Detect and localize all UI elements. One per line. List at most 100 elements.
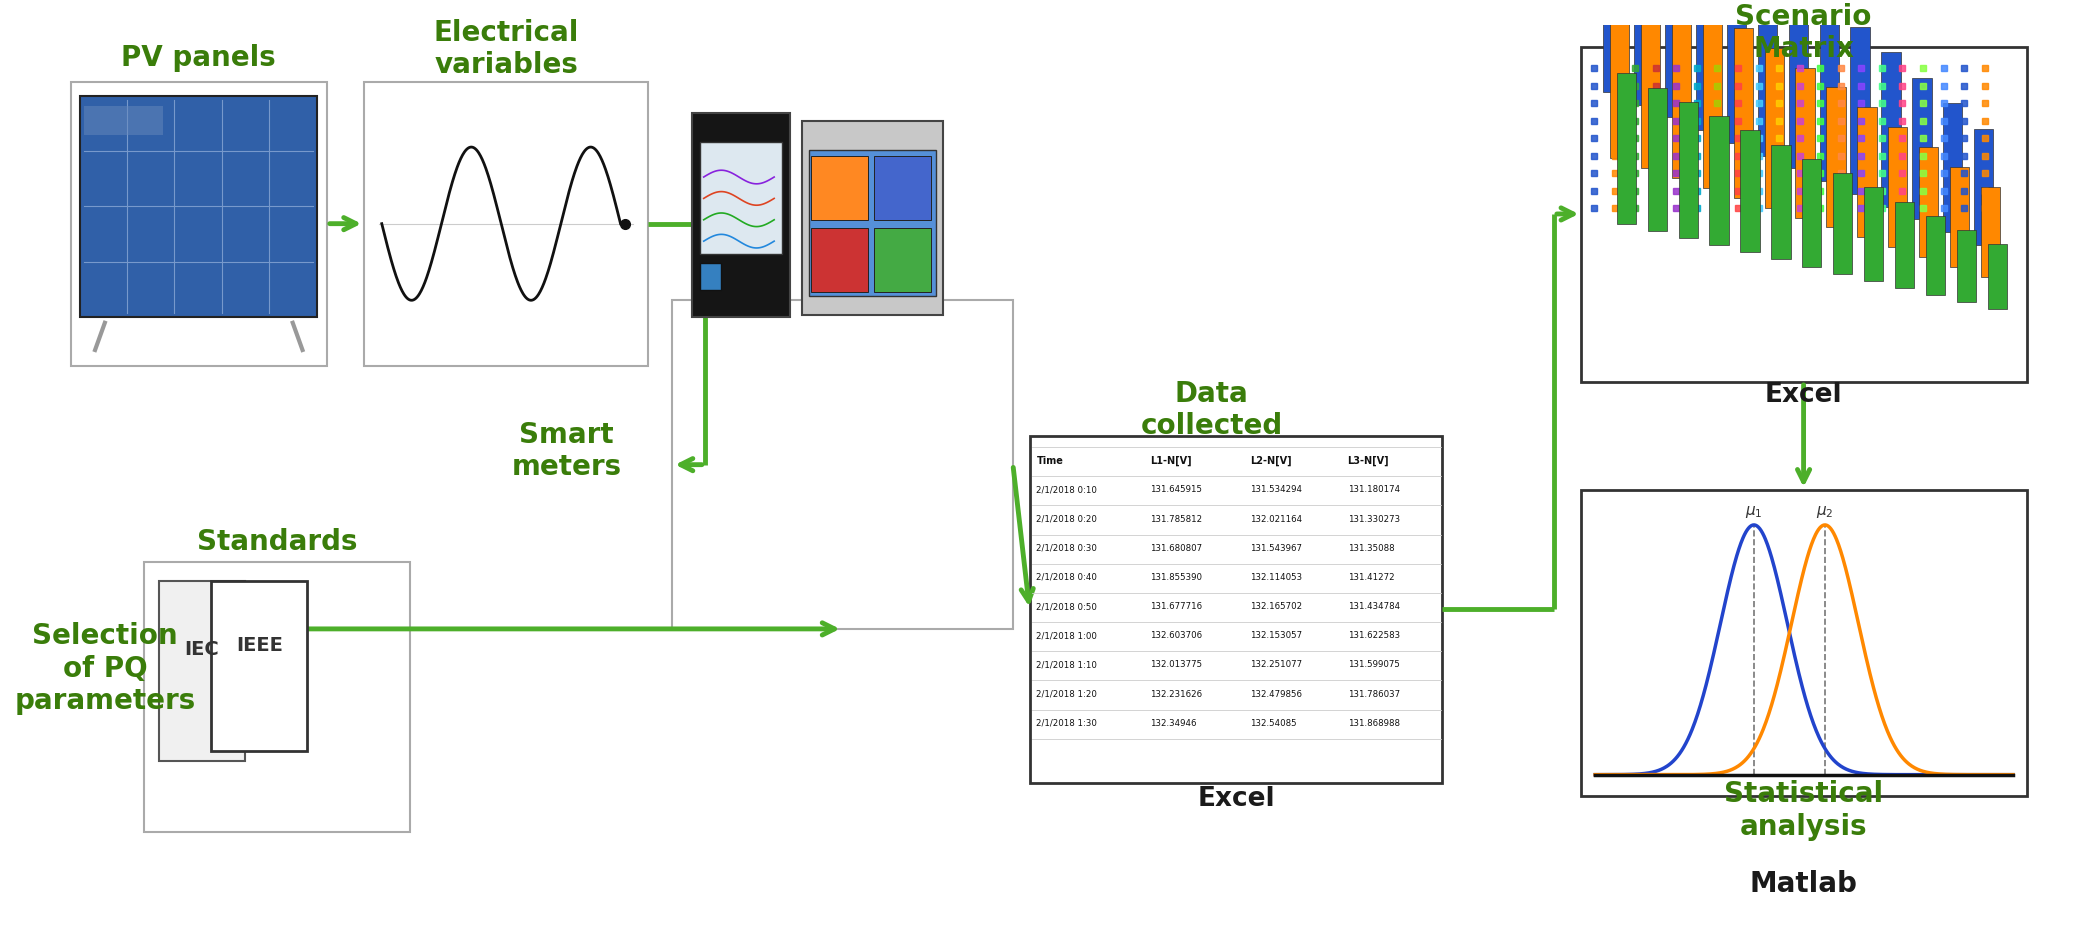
Text: L1-N[V]: L1-N[V] bbox=[1151, 456, 1192, 466]
Bar bbox=[1765, 48, 1784, 208]
Bar bbox=[1865, 187, 1884, 281]
Bar bbox=[692, 113, 789, 317]
Bar bbox=[1772, 144, 1790, 259]
Text: 132.153057: 132.153057 bbox=[1250, 631, 1302, 640]
Bar bbox=[810, 150, 935, 295]
Text: 132.34946: 132.34946 bbox=[1151, 718, 1196, 728]
Bar bbox=[812, 156, 868, 219]
Bar bbox=[1757, 0, 1776, 156]
Text: 132.021164: 132.021164 bbox=[1250, 515, 1302, 523]
Bar bbox=[812, 228, 868, 292]
Bar bbox=[1882, 52, 1900, 206]
Text: 132.114053: 132.114053 bbox=[1250, 573, 1302, 582]
Text: Matlab: Matlab bbox=[1749, 869, 1857, 898]
Bar bbox=[1603, 0, 1622, 92]
Bar bbox=[1975, 129, 1994, 245]
Bar bbox=[1726, 0, 1747, 142]
Bar bbox=[700, 142, 781, 254]
Bar bbox=[1635, 0, 1653, 104]
Bar bbox=[1581, 47, 2027, 382]
Bar bbox=[1030, 435, 1444, 784]
Bar bbox=[1616, 73, 1637, 224]
Bar bbox=[1741, 130, 1759, 253]
Text: 2/1/2018 0:20: 2/1/2018 0:20 bbox=[1036, 515, 1097, 523]
Bar bbox=[700, 262, 721, 290]
Text: 131.599075: 131.599075 bbox=[1348, 660, 1400, 670]
Bar bbox=[1703, 8, 1722, 188]
Bar bbox=[1888, 127, 1907, 247]
Bar bbox=[1819, 2, 1838, 181]
Text: 131.434784: 131.434784 bbox=[1348, 602, 1400, 611]
Text: PV panels: PV panels bbox=[120, 45, 276, 72]
Text: 2/1/2018 1:20: 2/1/2018 1:20 bbox=[1036, 690, 1097, 698]
Text: 132.231626: 132.231626 bbox=[1151, 690, 1203, 698]
Text: Statistical
analysis: Statistical analysis bbox=[1724, 780, 1884, 841]
Bar bbox=[1581, 490, 2027, 796]
Text: 2/1/2018 1:10: 2/1/2018 1:10 bbox=[1036, 660, 1097, 670]
Text: 131.677716: 131.677716 bbox=[1151, 602, 1203, 611]
Text: $\mu_2$: $\mu_2$ bbox=[1815, 504, 1834, 520]
Bar bbox=[1988, 244, 2006, 310]
Text: 2/1/2018 1:30: 2/1/2018 1:30 bbox=[1036, 718, 1097, 728]
Text: 131.35088: 131.35088 bbox=[1348, 543, 1394, 553]
Text: Selection
of PQ
parameters: Selection of PQ parameters bbox=[15, 622, 195, 715]
Text: 131.41272: 131.41272 bbox=[1348, 573, 1394, 582]
Text: 132.479856: 132.479856 bbox=[1250, 690, 1302, 698]
Text: 131.622583: 131.622583 bbox=[1348, 631, 1400, 640]
Text: 2/1/2018 0:10: 2/1/2018 0:10 bbox=[1036, 485, 1097, 494]
Bar bbox=[1641, 0, 1660, 168]
Bar bbox=[1919, 147, 1938, 257]
Bar bbox=[1957, 230, 1975, 302]
Bar bbox=[1795, 67, 1815, 218]
Text: 132.54085: 132.54085 bbox=[1250, 718, 1296, 728]
Bar bbox=[71, 82, 326, 366]
Text: 2/1/2018 1:00: 2/1/2018 1:00 bbox=[1036, 631, 1097, 640]
Bar bbox=[1788, 0, 1807, 168]
Bar bbox=[1666, 0, 1684, 118]
Bar bbox=[1857, 107, 1876, 238]
Text: Data
collected: Data collected bbox=[1140, 380, 1284, 441]
Bar bbox=[1925, 216, 1946, 295]
Text: 131.855390: 131.855390 bbox=[1151, 573, 1203, 582]
Text: 2/1/2018 0:50: 2/1/2018 0:50 bbox=[1036, 602, 1097, 611]
Bar bbox=[1695, 0, 1716, 130]
Bar bbox=[363, 82, 648, 366]
Bar bbox=[874, 228, 930, 292]
Text: L3-N[V]: L3-N[V] bbox=[1348, 456, 1390, 466]
Text: Time: Time bbox=[1036, 456, 1063, 466]
Text: Excel: Excel bbox=[1765, 382, 1842, 408]
Bar bbox=[673, 300, 1014, 629]
Text: 131.330273: 131.330273 bbox=[1348, 515, 1400, 523]
Text: 131.534294: 131.534294 bbox=[1250, 485, 1302, 494]
Bar bbox=[1826, 87, 1846, 227]
Bar bbox=[1851, 27, 1869, 194]
Text: Excel: Excel bbox=[1196, 786, 1275, 812]
Bar bbox=[1610, 0, 1628, 158]
Text: 131.543967: 131.543967 bbox=[1250, 543, 1302, 553]
Text: 132.251077: 132.251077 bbox=[1250, 660, 1302, 670]
Bar bbox=[802, 121, 943, 315]
Text: 131.785812: 131.785812 bbox=[1151, 515, 1203, 523]
Text: 131.180174: 131.180174 bbox=[1348, 485, 1400, 494]
Text: Scenario
Matrix: Scenario Matrix bbox=[1736, 3, 1871, 64]
Text: 132.165702: 132.165702 bbox=[1250, 602, 1302, 611]
Bar bbox=[874, 156, 930, 219]
Text: 132.013775: 132.013775 bbox=[1151, 660, 1203, 670]
Bar bbox=[85, 106, 162, 135]
Bar bbox=[143, 561, 409, 832]
Bar bbox=[1803, 159, 1822, 267]
Text: 131.868988: 131.868988 bbox=[1348, 718, 1400, 728]
Text: Standards: Standards bbox=[197, 528, 357, 557]
Bar bbox=[158, 581, 245, 761]
Bar bbox=[1944, 104, 1963, 232]
Text: Smart
meters: Smart meters bbox=[511, 421, 621, 482]
Bar bbox=[1647, 87, 1668, 231]
Text: Electrical
variables: Electrical variables bbox=[434, 19, 579, 79]
Text: 131.786037: 131.786037 bbox=[1348, 690, 1400, 698]
Bar bbox=[1913, 78, 1932, 219]
Text: 2/1/2018 0:30: 2/1/2018 0:30 bbox=[1036, 543, 1097, 553]
Bar bbox=[212, 581, 307, 751]
Bar bbox=[1894, 201, 1915, 288]
Text: IEEE: IEEE bbox=[237, 636, 282, 655]
Text: 131.645915: 131.645915 bbox=[1151, 485, 1203, 494]
